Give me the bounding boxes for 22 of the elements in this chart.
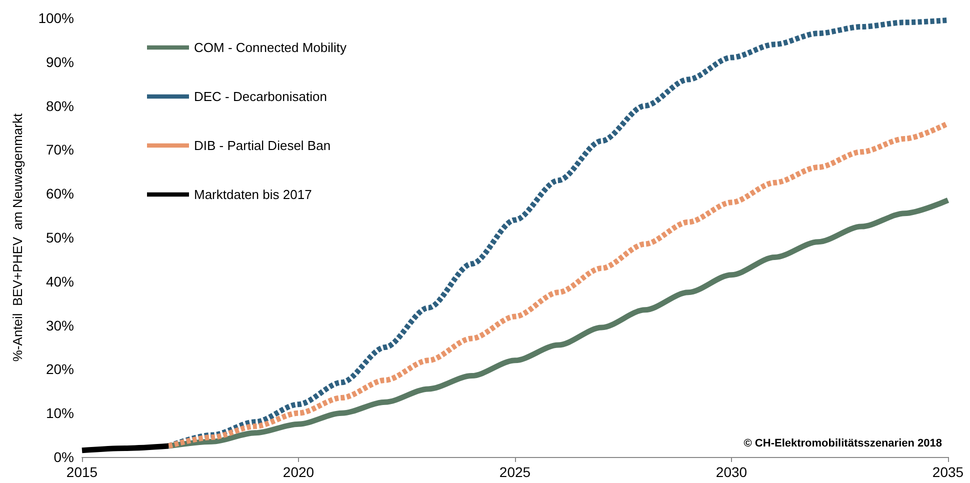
y-tick-label: 60% — [46, 186, 74, 202]
y-tick-label: 10% — [46, 405, 74, 422]
x-tick-label: 2015 — [66, 464, 98, 480]
y-tick-label: 40% — [46, 273, 74, 290]
x-tick-label: 2030 — [716, 464, 748, 480]
y-tick-label: 90% — [46, 54, 74, 70]
y-tick-label: 50% — [46, 230, 74, 246]
y-tick-label: 20% — [46, 361, 74, 378]
annotation: © CH-Elektromobilitätsszenarien 2018 — [744, 438, 942, 450]
legend-label: DEC - Decarbonisation — [194, 89, 327, 104]
x-tick-label: 2025 — [499, 464, 531, 480]
y-axis-title: %-Anteil BEV+PHEV am Neuwagenmarkt — [10, 113, 25, 362]
y-tick-label: 70% — [46, 142, 74, 158]
y-tick-label: 0% — [54, 449, 74, 465]
y-tick-label: 100% — [38, 10, 74, 26]
legend-label: DIB - Partial Diesel Ban — [194, 138, 331, 153]
x-tick-label: 2020 — [282, 464, 314, 480]
x-tick-label: 2035 — [932, 464, 964, 480]
y-tick-label: 30% — [46, 317, 74, 334]
legend-label: Marktdaten bis 2017 — [194, 187, 312, 202]
legend-label: COM - Connected Mobility — [194, 40, 347, 55]
y-tick-label: 80% — [46, 98, 74, 114]
